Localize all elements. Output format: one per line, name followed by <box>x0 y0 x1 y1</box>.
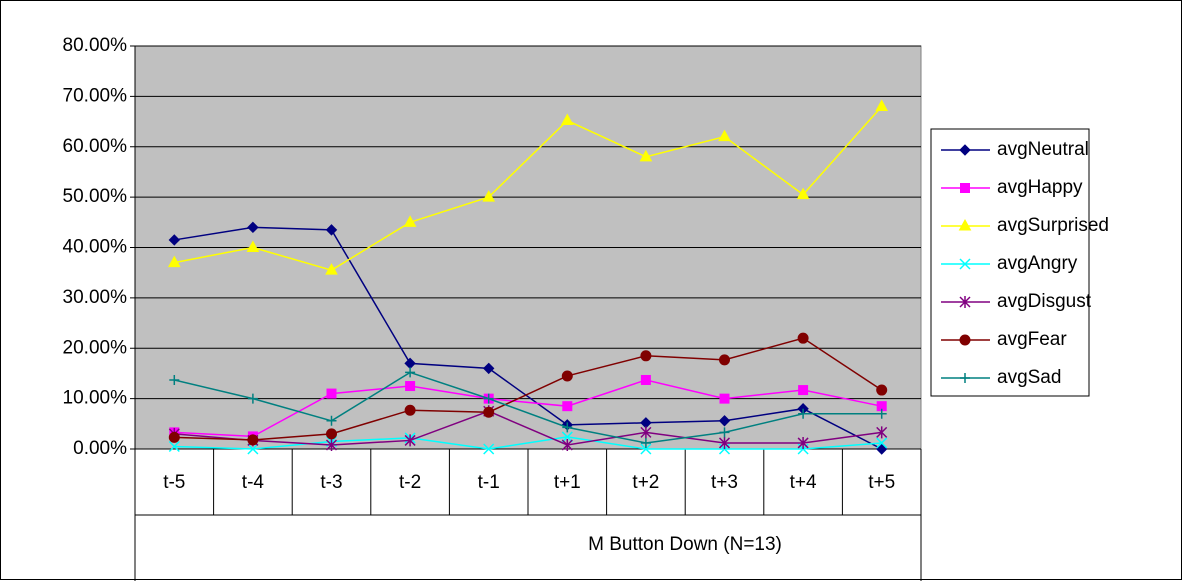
marker <box>718 129 731 142</box>
marker <box>959 144 971 156</box>
series-line <box>174 371 882 444</box>
x-tick-label: t-2 <box>399 472 421 493</box>
marker <box>640 374 651 385</box>
marker <box>483 393 494 404</box>
marker <box>561 438 573 451</box>
marker <box>640 437 651 448</box>
marker <box>326 388 337 399</box>
series-line <box>174 105 883 271</box>
marker <box>246 240 260 252</box>
series-line <box>174 337 883 441</box>
marker <box>169 374 180 385</box>
marker <box>483 443 495 455</box>
marker <box>562 401 573 412</box>
marker <box>168 234 181 246</box>
marker <box>797 332 809 344</box>
marker <box>482 362 495 375</box>
marker <box>247 434 259 446</box>
marker <box>562 422 573 433</box>
marker <box>247 221 259 234</box>
y-tick-label: 0.00% <box>73 438 127 459</box>
marker <box>167 255 181 268</box>
marker <box>640 350 652 362</box>
marker <box>482 190 496 202</box>
legend-label: avgFear <box>997 329 1067 350</box>
y-tick-label: 50.00% <box>63 186 128 207</box>
marker <box>719 393 730 404</box>
marker <box>325 224 338 236</box>
marker <box>718 436 731 449</box>
y-tick-label: 40.00% <box>63 237 128 258</box>
marker <box>404 404 416 416</box>
marker <box>405 367 416 378</box>
marker <box>719 354 730 366</box>
marker <box>798 408 809 419</box>
legend-label: avgAngry <box>997 253 1078 274</box>
marker <box>876 408 887 419</box>
x-tick-label: t+1 <box>554 472 581 493</box>
y-tick-label: 30.00% <box>63 287 128 308</box>
marker <box>561 370 573 382</box>
y-tick-label: 10.00% <box>63 388 128 409</box>
x-tick-label: t-5 <box>163 472 185 493</box>
marker <box>797 436 809 449</box>
x-tick-label: t+3 <box>711 472 738 493</box>
legend-label: avgDisgust <box>997 291 1092 312</box>
legend <box>930 128 1090 397</box>
marker <box>798 385 809 396</box>
marker <box>876 384 888 396</box>
marker <box>405 381 416 392</box>
marker <box>958 218 972 231</box>
marker <box>876 426 888 439</box>
y-tick-label: 60.00% <box>63 136 128 157</box>
marker <box>561 431 573 443</box>
y-tick-label: 20.00% <box>63 337 128 358</box>
series-line <box>174 226 883 450</box>
legend-label: avgSurprised <box>997 215 1109 236</box>
marker <box>640 426 652 439</box>
marker <box>960 373 970 383</box>
x-tick-label: t-4 <box>242 472 265 493</box>
marker <box>719 427 730 438</box>
marker <box>483 406 495 418</box>
group-label: M Button Down (N=13) <box>588 534 782 555</box>
marker <box>875 99 889 111</box>
marker <box>959 334 971 346</box>
marker <box>960 183 970 193</box>
marker <box>560 113 574 126</box>
marker <box>959 258 971 270</box>
marker <box>326 415 337 426</box>
marker <box>247 443 259 455</box>
series-line <box>174 379 882 438</box>
marker <box>404 434 416 447</box>
marker <box>403 215 417 227</box>
legend-label: avgSad <box>997 367 1061 388</box>
x-tick-label: t-3 <box>320 472 342 493</box>
marker <box>168 440 180 453</box>
marker <box>326 428 337 440</box>
x-tick-label: t-1 <box>478 472 500 493</box>
y-tick-label: 70.00% <box>63 85 128 106</box>
x-tick-label: t+2 <box>632 472 659 493</box>
legend-label: avgHappy <box>997 177 1083 198</box>
marker <box>640 443 652 455</box>
marker <box>639 149 653 162</box>
marker <box>325 263 338 275</box>
marker <box>718 415 731 427</box>
y-tick-label: 80.00% <box>63 35 128 56</box>
marker <box>168 431 180 443</box>
x-tick-label: t+4 <box>790 472 817 493</box>
marker <box>247 393 258 404</box>
x-tick-label: t+5 <box>868 472 895 493</box>
series-line <box>174 436 882 450</box>
marker <box>796 187 810 200</box>
series-line <box>174 410 882 446</box>
marker <box>876 437 888 449</box>
legend-label: avgNeutral <box>997 139 1089 160</box>
marker <box>325 438 338 451</box>
marker <box>959 296 971 308</box>
